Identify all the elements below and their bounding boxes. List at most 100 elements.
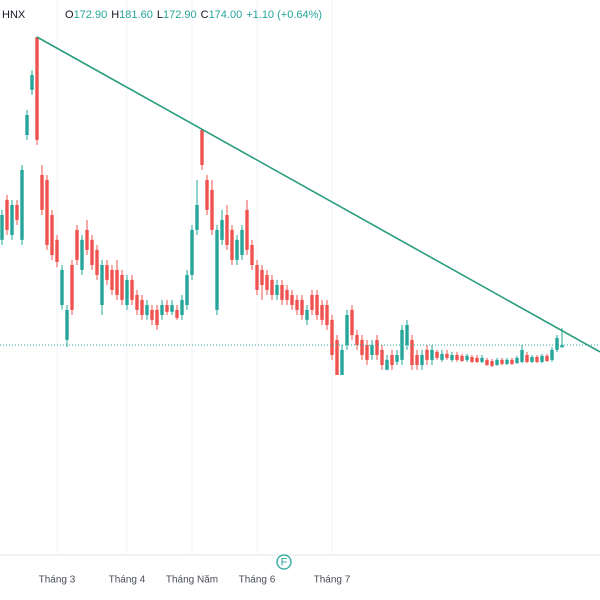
candle-body <box>375 339 379 355</box>
candle-body <box>300 299 304 315</box>
candle-body <box>280 285 284 300</box>
candle-body <box>355 335 359 345</box>
candle-body <box>65 309 69 340</box>
candle-body <box>10 205 14 235</box>
candle-body <box>230 229 234 260</box>
candle-body <box>190 229 194 275</box>
event-circle[interactable] <box>276 554 292 570</box>
candle-body <box>160 305 164 315</box>
candle-body <box>35 37 39 140</box>
candle-body <box>80 239 84 270</box>
candle-body <box>395 355 399 362</box>
candle-body <box>175 309 179 318</box>
candle-body <box>145 305 149 315</box>
candle-body <box>540 355 544 362</box>
candle-body <box>380 349 384 365</box>
candle-body <box>100 265 104 305</box>
candle-body <box>240 229 244 255</box>
candle-body <box>425 349 429 360</box>
candle-body <box>340 349 344 375</box>
trend-line <box>36 36 600 353</box>
candle-body <box>485 359 489 365</box>
candle-body <box>415 355 419 365</box>
header-field-label: L <box>157 9 163 21</box>
candle-body <box>470 357 474 362</box>
candle-body <box>95 249 99 275</box>
candle-body <box>445 353 449 358</box>
header-field-value: 174.00 <box>209 9 243 21</box>
candle-body <box>0 215 4 240</box>
candle-body <box>70 265 74 310</box>
candle-body <box>330 319 334 355</box>
candle-body <box>5 199 9 230</box>
header-field-value: 172.90 <box>163 9 197 21</box>
candle-body <box>450 355 454 360</box>
header-field-label: C <box>201 9 209 21</box>
candle-body <box>525 355 529 362</box>
candle-body <box>30 75 34 90</box>
symbol: HNX <box>2 9 26 21</box>
candle-body <box>285 289 289 300</box>
candle-body <box>495 359 499 365</box>
candle-body <box>410 339 414 365</box>
candle-body <box>210 189 214 230</box>
candle-body <box>320 305 324 320</box>
candle-body <box>480 357 484 362</box>
x-tick-label: Tháng Năm <box>166 575 218 586</box>
candle-body <box>60 269 64 305</box>
event-icon[interactable]: F <box>276 554 292 570</box>
candle-body <box>265 275 269 290</box>
candle-body <box>405 325 409 345</box>
candles <box>0 37 564 375</box>
candle-body <box>235 239 239 260</box>
candle-body <box>435 351 439 358</box>
candle-body <box>365 345 369 360</box>
candle-body <box>205 179 209 210</box>
candle-body <box>460 355 464 361</box>
candle-body <box>120 275 124 300</box>
candle-body <box>45 179 49 245</box>
candle-body <box>520 349 524 362</box>
header-field-label: H <box>111 9 119 21</box>
candle-body <box>20 169 24 240</box>
candle-body <box>370 345 374 355</box>
candle-body <box>110 269 114 290</box>
candle-body <box>515 357 519 363</box>
candle-body <box>115 269 119 295</box>
candle-body <box>135 295 139 310</box>
candle-body <box>465 355 469 360</box>
candle-body <box>15 205 19 220</box>
candle-body <box>490 361 494 366</box>
candle-body <box>85 229 89 250</box>
ohlc-header: O172.90 H181.60 L172.90 C174.00 +1.10 (+0.64… <box>65 9 322 21</box>
candle-body <box>310 295 314 310</box>
candle-body <box>500 359 504 364</box>
candle-body <box>75 229 79 260</box>
candle-body <box>270 279 274 295</box>
candle-body <box>185 275 189 305</box>
candle-body <box>535 357 539 362</box>
candle-body <box>50 215 54 255</box>
candle-body <box>510 359 514 364</box>
candle-body <box>290 295 294 305</box>
candle-body <box>155 309 159 325</box>
candle-body <box>260 269 264 285</box>
candle-body <box>40 175 44 210</box>
candle-body <box>430 349 434 360</box>
candle-body <box>420 355 424 365</box>
candle-body <box>545 355 549 361</box>
candle-body <box>90 239 94 265</box>
event-letter[interactable]: F <box>281 556 288 568</box>
header-change: +1.10 (+0.64%) <box>246 9 322 21</box>
candle-body <box>130 279 134 300</box>
candle-body <box>305 309 309 320</box>
candle-body <box>530 357 534 362</box>
candle-body <box>390 355 394 365</box>
candle-body <box>150 309 154 320</box>
candle-body <box>440 353 444 360</box>
candle-body <box>455 355 459 360</box>
candle-body <box>315 295 319 315</box>
header-field-label: O <box>65 9 74 21</box>
